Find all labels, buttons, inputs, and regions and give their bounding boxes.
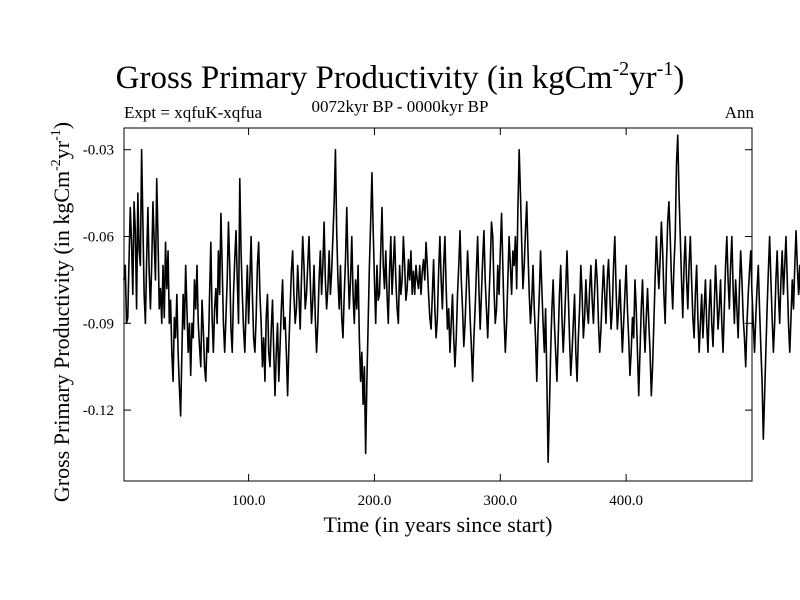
x-tick-label: 100.0 <box>232 493 266 509</box>
y-axis-label: Gross Primary Productivity (in kgCm-2yr-… <box>49 112 75 512</box>
y-label-close: ) <box>49 121 74 130</box>
plot-frame <box>123 127 753 482</box>
x-axis-label: Time (in years since start) <box>323 512 553 537</box>
x-tick-label: 300.0 <box>483 493 517 509</box>
y-tick-label: -0.09 <box>83 316 114 332</box>
title-superscript-2: -1 <box>656 58 674 80</box>
title-unit: yr <box>629 60 657 96</box>
y-tick-label: -0.12 <box>83 403 114 419</box>
title-text: Gross Primary Productivity (in kgCm <box>115 60 613 96</box>
experiment-label: Expt = xqfuK-xqfua <box>124 103 263 122</box>
ticks-layer: 100.0 200.0 300.0 400.0 -0.03 -0.06 -0.09 -0.12 <box>83 128 752 509</box>
period-label: 0072kyr BP - 0000kyr BP <box>311 97 489 116</box>
y-label-unit: yr <box>49 140 74 160</box>
series-line-0 <box>123 134 800 463</box>
x-tick-label: 400.0 <box>609 493 643 509</box>
title-close: ) <box>673 60 685 96</box>
season-label: Ann <box>724 103 754 122</box>
y-label-text: Gross Primary Productivity (in kgCm <box>49 170 74 503</box>
y-tick-label: -0.06 <box>83 230 115 246</box>
chart-title: Gross Primary Productivity (in kgCm-2yr-… <box>0 58 800 98</box>
y-tick-label: -0.03 <box>83 143 114 159</box>
x-tick-label: 200.0 <box>358 493 392 509</box>
y-label-superscript-2: -1 <box>49 129 64 141</box>
series-layer <box>123 134 800 463</box>
title-superscript-1: -2 <box>612 58 630 80</box>
y-label-superscript-1: -2 <box>49 159 64 171</box>
